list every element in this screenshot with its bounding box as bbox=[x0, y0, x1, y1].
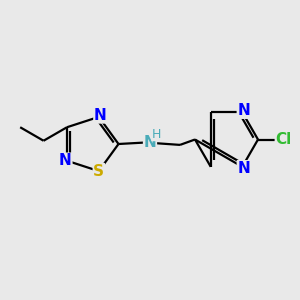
Text: H: H bbox=[152, 128, 161, 141]
Text: S: S bbox=[93, 164, 104, 178]
Text: N: N bbox=[237, 161, 250, 176]
Text: N: N bbox=[59, 153, 72, 168]
Text: Cl: Cl bbox=[275, 132, 292, 147]
Text: N: N bbox=[94, 108, 107, 123]
Text: N: N bbox=[144, 135, 156, 150]
Text: N: N bbox=[237, 103, 250, 118]
